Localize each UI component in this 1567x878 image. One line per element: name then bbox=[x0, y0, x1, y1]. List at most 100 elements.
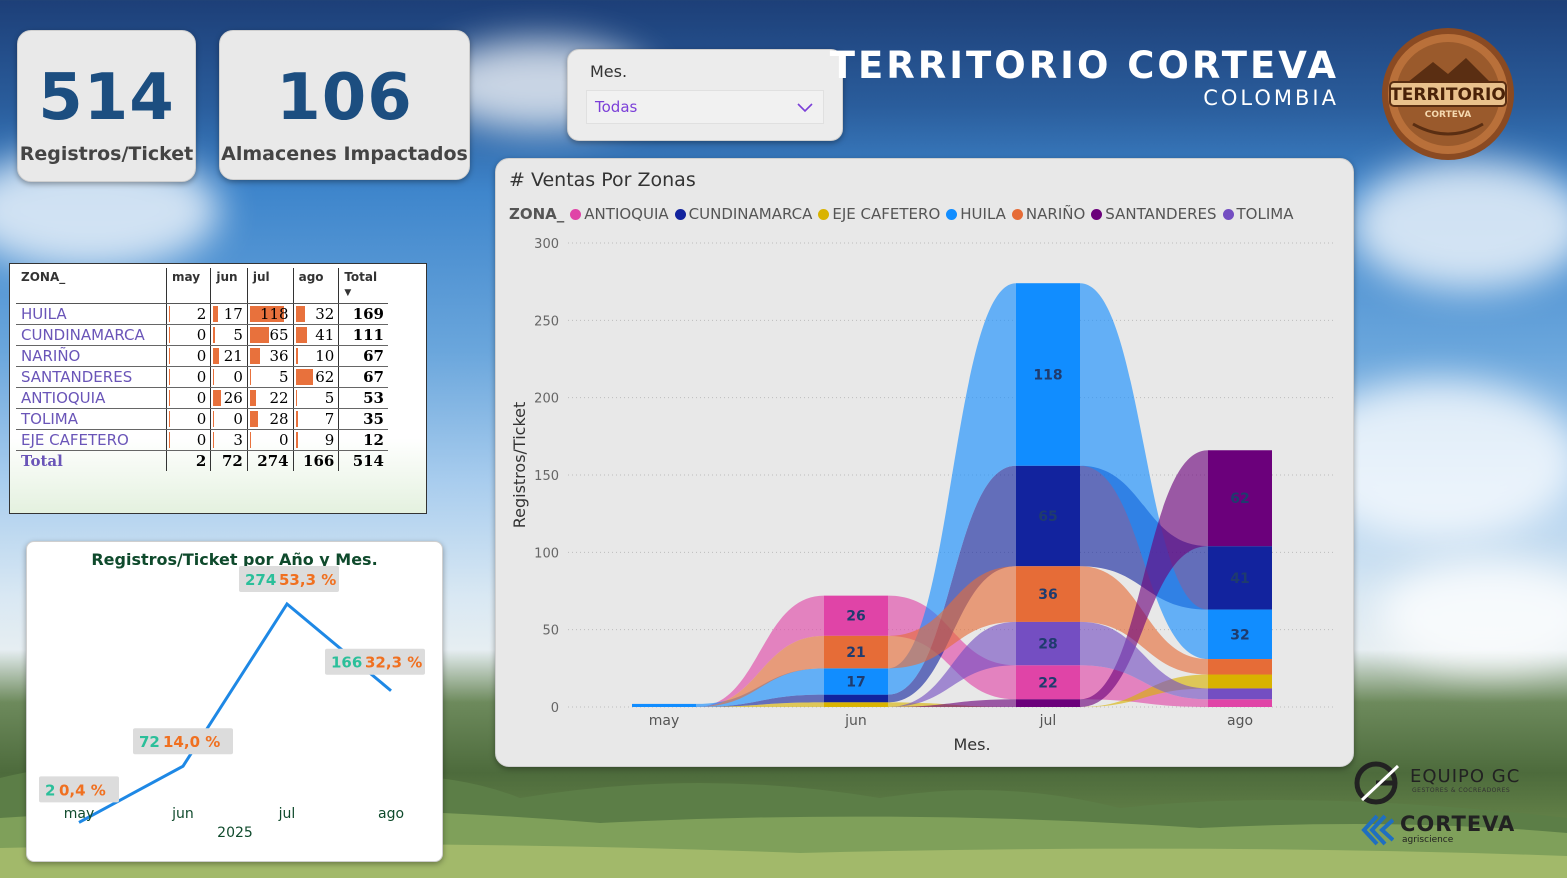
col-header-ago[interactable]: ago bbox=[292, 268, 339, 304]
cell-value: 0 bbox=[196, 431, 207, 449]
ribbon-chart-title: # Ventas Por Zonas bbox=[509, 169, 696, 191]
column-segment[interactable] bbox=[824, 668, 888, 695]
ribbon-santanderes[interactable] bbox=[888, 699, 1016, 707]
table-row[interactable]: SANTANDERES 0 0 5 62 67 bbox=[16, 366, 388, 388]
label-background bbox=[239, 566, 339, 592]
zona-matrix-table: ZONA_ may jun jul ago Total ▼ HUILA 2 17 11… bbox=[9, 263, 427, 514]
col-header-may[interactable]: may bbox=[165, 268, 211, 304]
kpi-card-almacenes: 106 Almacenes Impactados bbox=[219, 30, 470, 180]
table-row[interactable]: HUILA 2 17 118 32 169 bbox=[16, 303, 388, 325]
ribbon-eje-cafetero[interactable] bbox=[696, 702, 824, 707]
column-segment[interactable] bbox=[1016, 699, 1080, 707]
ribbon-nari-o[interactable] bbox=[888, 566, 1016, 669]
legend-label: SANTANDERES bbox=[1105, 205, 1217, 223]
cell-value: 72 bbox=[221, 452, 243, 470]
column-segment[interactable] bbox=[1016, 283, 1080, 466]
ago-cell: 166 bbox=[292, 450, 339, 471]
legend-label: NARIÑO bbox=[1025, 205, 1086, 223]
table-row[interactable]: TOLIMA 0 0 28 7 35 bbox=[16, 408, 388, 430]
legend-label: TOLIMA bbox=[1236, 205, 1294, 223]
column-segment[interactable] bbox=[632, 703, 696, 707]
column-segment[interactable] bbox=[824, 694, 888, 703]
ribbon-antioquia[interactable] bbox=[696, 595, 824, 707]
data-bar bbox=[249, 327, 269, 343]
cell-value: 28 bbox=[269, 410, 289, 428]
ribbon-cundinamarca[interactable] bbox=[696, 694, 824, 707]
jun-cell: 0 bbox=[210, 366, 248, 388]
column-segment[interactable] bbox=[1208, 659, 1272, 675]
column-segment[interactable] bbox=[824, 595, 888, 636]
legend-item[interactable]: NARIÑO bbox=[1011, 205, 1086, 223]
legend-item[interactable]: ANTIOQUIA bbox=[570, 205, 669, 223]
ago-cell: 10 bbox=[292, 345, 339, 367]
column-segment[interactable] bbox=[1208, 546, 1272, 610]
may-cell: 0 bbox=[165, 345, 211, 367]
data-label: 32 bbox=[1230, 627, 1249, 643]
legend-item[interactable]: CUNDINAMARCA bbox=[674, 205, 812, 223]
ribbon-huila[interactable] bbox=[888, 283, 1016, 695]
col-header-jun[interactable]: jun bbox=[210, 268, 248, 304]
data-bar bbox=[213, 432, 215, 448]
corteva-logo: CORTEVA agriscience bbox=[1360, 812, 1530, 848]
column-segment[interactable] bbox=[824, 702, 888, 707]
table-row[interactable]: ANTIOQUIA 0 26 22 5 53 bbox=[16, 387, 388, 409]
cell-value: 3 bbox=[233, 431, 243, 449]
data-label: 22 bbox=[1038, 675, 1057, 691]
cell-value: 21 bbox=[223, 347, 243, 365]
cell-value: 166 bbox=[303, 452, 335, 470]
column-segment[interactable] bbox=[1208, 699, 1272, 707]
ribbon-antioquia[interactable] bbox=[888, 595, 1016, 700]
may-cell: 0 bbox=[165, 408, 211, 430]
data-bar bbox=[295, 327, 308, 343]
table-row[interactable]: EJE CAFETERO 0 3 0 9 12 bbox=[16, 429, 388, 451]
column-segment[interactable] bbox=[1208, 609, 1272, 660]
ribbon-tolima[interactable] bbox=[1080, 621, 1208, 700]
col-header-total[interactable]: Total ▼ bbox=[338, 268, 388, 304]
jul-cell: 0 bbox=[246, 429, 294, 451]
x-axis-title: Mes. bbox=[953, 735, 990, 754]
column-segment[interactable] bbox=[1016, 621, 1080, 666]
total-cell: 12 bbox=[338, 429, 388, 451]
sort-desc-icon: ▼ bbox=[344, 288, 352, 298]
cell-value: 17 bbox=[223, 305, 243, 323]
slicer-dropdown[interactable]: Todas bbox=[586, 90, 824, 124]
column-segment[interactable] bbox=[824, 635, 888, 669]
total-cell: 35 bbox=[338, 408, 388, 430]
data-bar bbox=[169, 306, 171, 322]
table-row[interactable]: NARIÑO 0 21 36 10 67 bbox=[16, 345, 388, 367]
label-value: 72 bbox=[139, 733, 160, 751]
x-tick-label: may bbox=[64, 806, 95, 822]
col-header-jul[interactable]: jul bbox=[246, 268, 294, 304]
legend-item[interactable]: HUILA bbox=[946, 205, 1006, 223]
ribbon-nari-o[interactable] bbox=[696, 635, 824, 707]
column-segment[interactable] bbox=[1016, 566, 1080, 622]
cell-value: 0 bbox=[233, 410, 243, 428]
table-row[interactable]: CUNDINAMARCA 0 5 65 41 111 bbox=[16, 324, 388, 346]
ribbon-cundinamarca[interactable] bbox=[888, 465, 1016, 703]
month-slicer: Mes. Todas bbox=[567, 49, 843, 141]
col-header-zona[interactable]: ZONA_ bbox=[16, 268, 167, 304]
cell-value: 0 bbox=[196, 347, 207, 365]
line-data-label: 2 0,4 % bbox=[39, 776, 119, 803]
slicer-title: Mes. bbox=[590, 62, 628, 81]
ribbon-huila[interactable] bbox=[696, 668, 824, 707]
ribbon-tolima[interactable] bbox=[888, 621, 1016, 707]
ribbon-huila[interactable] bbox=[1080, 283, 1208, 660]
legend-item[interactable]: TOLIMA bbox=[1222, 205, 1294, 223]
column-segment[interactable] bbox=[1208, 450, 1272, 547]
zona-cell: ANTIOQUIA bbox=[16, 387, 167, 409]
legend-item[interactable]: SANTANDERES bbox=[1091, 205, 1217, 223]
table-total-row[interactable]: Total 2 72 274 166 514 bbox=[16, 450, 388, 471]
cell-value: 0 bbox=[196, 410, 207, 428]
line-series[interactable] bbox=[78, 601, 392, 824]
equipo-gc-name: EQUIPO GC bbox=[1410, 766, 1521, 787]
column-segment[interactable] bbox=[1208, 674, 1272, 689]
column-segment[interactable] bbox=[1016, 465, 1080, 567]
ribbon-chart: 300 250 200 150 100 50 0 may jun jul ago 26 21 17 118 6… bbox=[510, 237, 1336, 754]
legend-item[interactable]: EJE CAFETERO bbox=[818, 205, 940, 223]
data-label: 28 bbox=[1038, 637, 1057, 653]
jun-cell: 72 bbox=[210, 450, 248, 471]
column-segment[interactable] bbox=[1208, 688, 1272, 700]
ribbon-santanderes[interactable] bbox=[1080, 450, 1208, 707]
column-segment[interactable] bbox=[1016, 665, 1080, 700]
